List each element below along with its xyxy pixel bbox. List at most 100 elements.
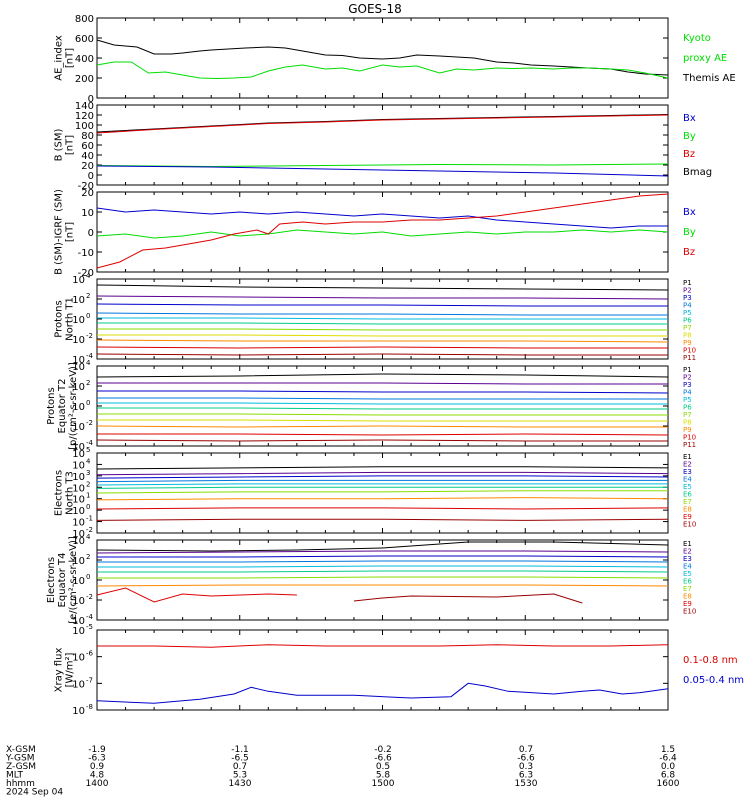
y-tick-exponent: 0 bbox=[86, 399, 90, 407]
panel-ae: 0 200 400 600 800 AE_index [nT] Kyoto proxy AE Th… bbox=[54, 14, 736, 105]
footer-value: -1.9 bbox=[88, 745, 106, 755]
legend-entry: E6 bbox=[683, 578, 692, 586]
y-tick-exponent: 4 bbox=[86, 533, 91, 541]
y-tick-exponent: -4 bbox=[86, 439, 94, 447]
series-e9 bbox=[96, 587, 297, 603]
series-p8 bbox=[97, 419, 668, 422]
y-tick-exponent: 3 bbox=[86, 469, 90, 477]
series-e5 bbox=[96, 483, 668, 486]
series-e2 bbox=[96, 471, 669, 476]
y-tick-label: 400 bbox=[75, 54, 94, 65]
series-p8 bbox=[97, 334, 668, 337]
legend-entry: E6 bbox=[683, 491, 692, 499]
legend-entry: P7 bbox=[683, 411, 692, 419]
footer-value: 1530 bbox=[515, 779, 538, 789]
y-tick-label: 10 bbox=[72, 275, 85, 286]
series-p7 bbox=[97, 328, 668, 331]
y-tick-exponent: 2 bbox=[86, 292, 90, 300]
legend-entry: E5 bbox=[683, 483, 692, 491]
panel-bigrf: -20 -10 0 10 20 B (SM)-IGRF (SM) [nT] Bx By Bz bbox=[54, 188, 696, 279]
y-tick-label: 20 bbox=[81, 188, 94, 199]
y-tick-exponent: 2 bbox=[86, 379, 90, 387]
series-p6 bbox=[97, 407, 668, 410]
y-tick-exponent: -5 bbox=[86, 623, 93, 631]
y-axis-label: [nT] bbox=[65, 48, 76, 68]
footer-value: 0.7 bbox=[519, 745, 533, 755]
legend-entry: E9 bbox=[683, 513, 692, 521]
panel-frame bbox=[96, 452, 669, 534]
legend-entry: P7 bbox=[683, 324, 692, 332]
legend-entry: E7 bbox=[683, 498, 692, 506]
series-e1 bbox=[96, 466, 669, 470]
footer-row-label: MLT bbox=[6, 771, 24, 781]
series-themis-ae bbox=[96, 39, 669, 76]
series-kyoto-proxy-ae bbox=[96, 61, 669, 80]
y-tick-label: 10 bbox=[72, 402, 85, 413]
series-bmag bbox=[96, 114, 669, 133]
series-p3 bbox=[97, 390, 669, 394]
y-tick-exponent: -4 bbox=[86, 352, 94, 360]
y-tick-label: 200 bbox=[75, 74, 94, 85]
y-axis-label: North T3 bbox=[65, 471, 76, 515]
legend-entry: Bx bbox=[683, 207, 696, 218]
legend-entry: proxy AE bbox=[683, 53, 727, 64]
footer-value: 1430 bbox=[229, 779, 252, 789]
legend-entry: E4 bbox=[683, 563, 692, 571]
footer-row-label: Z-GSM bbox=[6, 762, 36, 772]
y-tick-label: 0 bbox=[88, 171, 94, 182]
y-tick-label: 10 bbox=[72, 422, 85, 433]
series-p10 bbox=[97, 433, 669, 436]
legend-entry: Bmag bbox=[683, 167, 712, 178]
footer-value: 0.7 bbox=[233, 762, 247, 772]
y-tick-label: 10 bbox=[72, 315, 85, 326]
series-p2 bbox=[97, 382, 668, 385]
legend-entry: E3 bbox=[683, 468, 692, 476]
y-axis-label: [nT] bbox=[65, 222, 76, 242]
legend-entry: P3 bbox=[683, 381, 692, 389]
legend-entry: P10 bbox=[683, 347, 696, 355]
y-tick-label: 0 bbox=[88, 228, 94, 239]
y-axis-label: North T1 bbox=[65, 297, 76, 341]
y-tick-exponent: -2 bbox=[86, 419, 93, 427]
y-tick-label: -20 bbox=[78, 268, 94, 279]
legend-entry: E10 bbox=[683, 521, 696, 529]
y-tick-exponent: 4 bbox=[86, 272, 91, 280]
legend-entry: P11 bbox=[683, 441, 696, 449]
legend-entry: E2 bbox=[683, 461, 692, 469]
footer-value: -6.3 bbox=[88, 754, 106, 764]
legend-entry: P10 bbox=[683, 434, 696, 442]
legend-entry: E1 bbox=[683, 453, 692, 461]
series-p9 bbox=[96, 339, 669, 343]
footer-value: -0.2 bbox=[374, 745, 392, 755]
y-tick-exponent: -2 bbox=[86, 332, 93, 340]
y-tick-label: 10 bbox=[72, 382, 85, 393]
y-tick-exponent: 4 bbox=[86, 359, 91, 367]
y-axis-label: AE_index bbox=[54, 35, 65, 81]
y-tick-label: 80 bbox=[81, 131, 94, 142]
series-bx bbox=[96, 165, 669, 177]
legend-entry: E2 bbox=[683, 548, 692, 556]
footer-value: 0.3 bbox=[519, 762, 533, 772]
legend-entry: P3 bbox=[683, 294, 692, 302]
y-tick-exponent: 1 bbox=[86, 492, 90, 500]
y-tick-exponent: 0 bbox=[86, 312, 90, 320]
series-bx bbox=[96, 207, 668, 229]
y-tick-label: 40 bbox=[81, 151, 94, 162]
y-tick-label: 10 bbox=[72, 518, 85, 529]
y-tick-label: 10 bbox=[72, 442, 85, 453]
y-tick-exponent: -2 bbox=[86, 526, 93, 534]
series-e6 bbox=[96, 486, 668, 489]
legend-entry: P9 bbox=[683, 426, 692, 434]
footer-value: 6.3 bbox=[519, 771, 533, 781]
y-tick-label: -20 bbox=[78, 181, 94, 192]
legend-entry: Bz bbox=[683, 247, 695, 258]
series-e2 bbox=[96, 550, 669, 554]
series-p4 bbox=[97, 397, 668, 400]
footer-value: -6.5 bbox=[231, 754, 249, 764]
y-axis-label: Protons bbox=[54, 300, 65, 337]
y-tick-label: 100 bbox=[75, 121, 94, 132]
